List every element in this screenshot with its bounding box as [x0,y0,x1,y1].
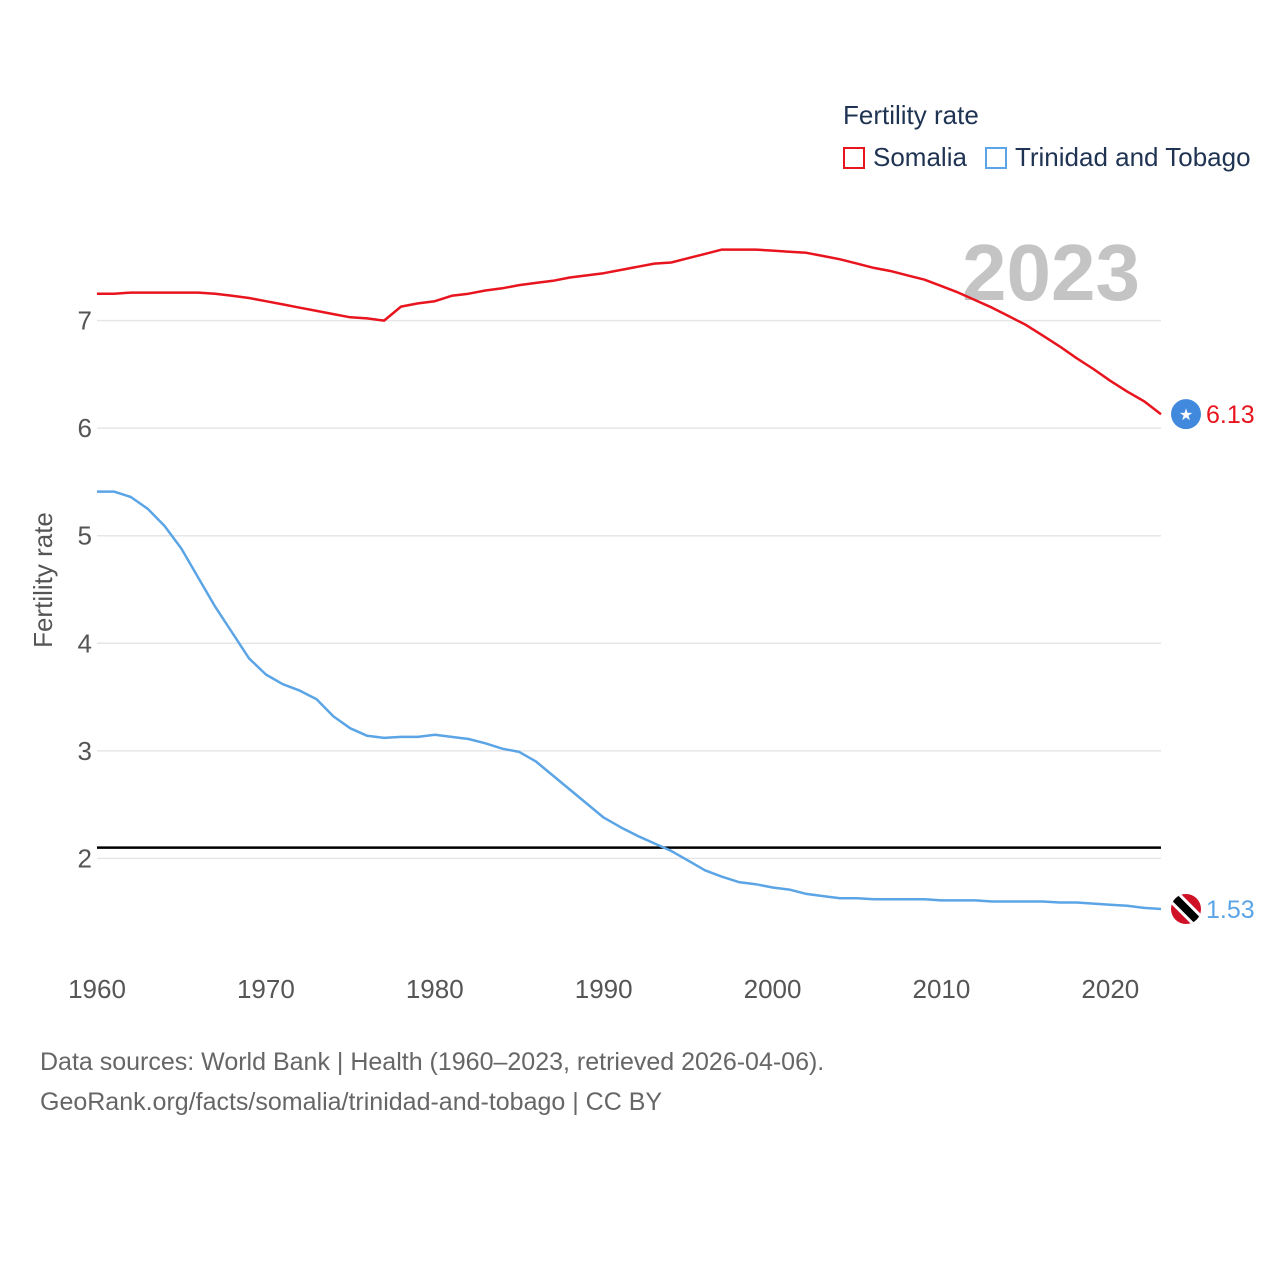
y-axis-title: Fertility rate [28,512,58,648]
source-line-2[interactable]: GeoRank.org/facts/somalia/trinidad-and-t… [40,1088,663,1116]
source-note: Data sources: World Bank | Health (1960–… [40,1042,824,1122]
y-tick-label-3: 3 [78,736,92,766]
x-tick-label-2020: 2020 [1081,974,1139,1004]
trinidad-and-tobago-flag-icon [1171,893,1201,924]
somalia-flag-star-icon: ★ [1179,405,1193,424]
x-tick-label-1990: 1990 [575,974,633,1004]
y-tick-label-2: 2 [78,843,92,873]
x-tick-label-2010: 2010 [913,974,971,1004]
x-tick-label-2000: 2000 [744,974,802,1004]
year-label: 2023 [962,228,1140,317]
y-tick-label-5: 5 [78,521,92,551]
series-line-somalia [97,248,1162,416]
end-value-label-somalia: 6.13 [1206,401,1255,429]
legend-label-trinidad-and-tobago: Trinidad and Tobago [1014,142,1251,172]
y-tick-label-6: 6 [78,413,92,443]
legend-swatch-trinidad-and-tobago [984,146,1007,169]
source-line-1: Data sources: World Bank | Health (1960–… [40,1048,825,1076]
x-tick-label-1970: 1970 [237,974,295,1004]
end-value-label-trinidad-and-tobago: 1.53 [1206,896,1255,924]
legend-label-somalia: Somalia [873,142,967,172]
legend-item-trinidad-and-tobago[interactable]: Trinidad and Tobago [984,142,1251,173]
x-tick-label-1960: 1960 [68,974,126,1004]
legend-title: Fertility rate [843,100,979,130]
y-tick-label-4: 4 [78,628,92,658]
series-line-trinidad-and-tobago [97,490,1162,911]
legend-item-somalia[interactable]: Somalia [843,142,967,173]
somalia-flag-icon [1171,399,1201,430]
y-tick-label-7: 7 [78,306,92,336]
legend-swatch-somalia [843,146,865,169]
x-tick-label-1980: 1980 [406,974,464,1004]
legend: Somalia Trinidad and Tobago [843,142,1269,173]
